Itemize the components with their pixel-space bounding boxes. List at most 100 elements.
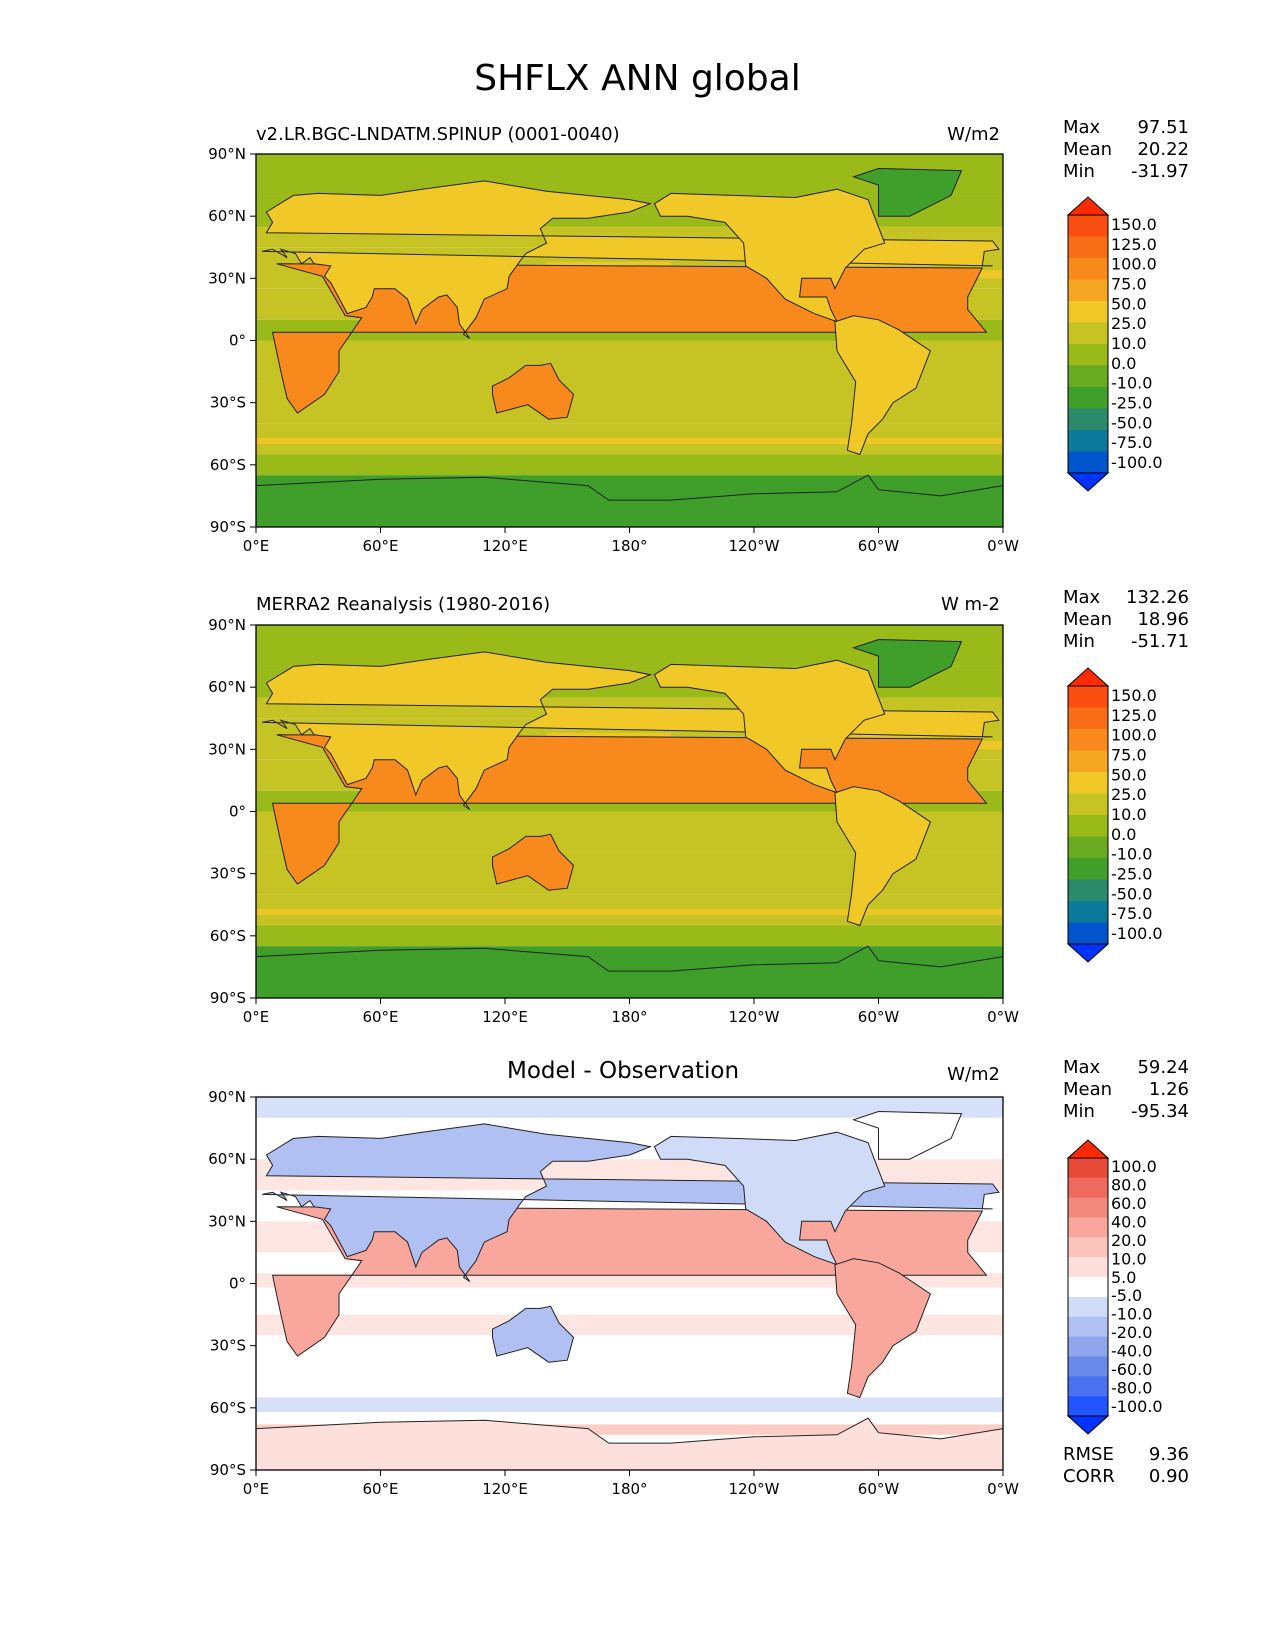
colorbar-label: -100.0 — [1111, 453, 1163, 472]
lat-band — [256, 1273, 1003, 1288]
colorbar-segment — [1068, 1316, 1108, 1338]
colorbar-label: -40.0 — [1111, 1342, 1152, 1361]
corr-value: 0.90 — [1148, 1466, 1189, 1487]
colorbar-segment — [1068, 322, 1108, 345]
colorbar-label: 0.0 — [1111, 354, 1136, 373]
lon-tick-label: 0°W — [987, 537, 1019, 555]
colorbar-label: 50.0 — [1111, 765, 1147, 784]
colorbar-extend-max — [1066, 667, 1110, 687]
lat-tick-label: 60°S — [210, 456, 246, 474]
lat-tick-label: 0° — [229, 803, 246, 821]
colorbar-label: 60.0 — [1111, 1194, 1147, 1213]
colorbar-label: 150.0 — [1111, 215, 1157, 234]
panel3-title: Model - Observation — [507, 1058, 740, 1084]
lat-band — [256, 1397, 1003, 1412]
colorbar-segment — [1068, 1356, 1108, 1377]
colorbar-segment — [1068, 858, 1108, 880]
colorbar-segment — [1068, 387, 1108, 409]
colorbar-label: -5.0 — [1111, 1286, 1142, 1305]
colorbar-1: 150.0125.0100.075.050.025.010.00.0-10.0-… — [1066, 196, 1163, 492]
colorbar-extend-max — [1066, 1139, 1110, 1159]
stat-mean-value: 1.26 — [1148, 1079, 1189, 1100]
colorbar-label: 125.0 — [1111, 235, 1157, 254]
map-panel-1: 0°E 60°E 120°E 180° 120°W 60°W 0°W 90°N 60°N 30°N… — [208, 145, 1019, 555]
lon-tick-label: 0°W — [987, 1008, 1019, 1026]
colorbar-extend-min — [1066, 472, 1110, 492]
greenland-landmass — [852, 638, 963, 688]
lat-tick-label: 30°S — [210, 394, 246, 412]
colorbar-segment — [1068, 258, 1108, 280]
lon-tick-label: 60°E — [362, 1480, 398, 1498]
colorbar-frame — [1067, 685, 1109, 945]
colorbar-segment — [1068, 1237, 1108, 1258]
panel3-metrics: RMSE 9.36 CORR 0.90 — [1063, 1444, 1189, 1488]
lat-tick-label: 30°N — [208, 1212, 246, 1230]
greenland-landmass — [852, 1110, 963, 1160]
lat-tick-label: 30°S — [210, 865, 246, 883]
colorbar-segment — [1068, 793, 1108, 816]
colorbar-segment — [1068, 901, 1108, 923]
lat-band — [256, 925, 1003, 947]
colorbar-label: -75.0 — [1111, 904, 1152, 923]
colorbar-label: 25.0 — [1111, 785, 1147, 804]
colorbar-segment — [1068, 1257, 1108, 1278]
lat-band — [256, 1097, 1003, 1118]
colorbar-segment — [1068, 236, 1108, 259]
lon-tick-label: 120°W — [729, 1008, 780, 1026]
lat-tick-label: 0° — [229, 1275, 246, 1293]
panel3-units: W/m2 — [947, 1064, 1000, 1085]
colorbar-segment — [1068, 836, 1108, 859]
colorbar-label: 50.0 — [1111, 294, 1147, 313]
europe_asia-landmass — [262, 651, 1000, 810]
australia-landmass — [492, 1305, 575, 1363]
lat-tick-label: 60°N — [208, 207, 246, 225]
colorbar-segment — [1068, 1158, 1108, 1179]
colorbar-label: -10.0 — [1111, 1305, 1152, 1324]
lon-tick-label: 120°E — [482, 1480, 528, 1498]
colorbar-segment — [1068, 922, 1108, 945]
colorbar-frame — [1067, 214, 1109, 474]
lat-tick-label: 90°N — [208, 616, 246, 634]
colorbar-segment — [1068, 707, 1108, 730]
panel2-units: W m-2 — [940, 594, 1000, 615]
lon-tick-label: 0°E — [243, 537, 270, 555]
stat-mean-label: Mean — [1063, 1079, 1113, 1100]
colorbar-segment — [1068, 365, 1108, 388]
stat-min-label: Min — [1063, 631, 1095, 652]
lat-band — [256, 1314, 1003, 1336]
lat-tick-label: 30°N — [208, 740, 246, 758]
antarctica-landmass — [256, 945, 1003, 998]
lat-tick-label: 90°N — [208, 145, 246, 163]
colorbar-label: 100.0 — [1111, 726, 1157, 745]
lat-tick-label: 60°N — [208, 678, 246, 696]
lat-tick-label: 90°S — [210, 518, 246, 536]
stat-min-label: Min — [1063, 1101, 1095, 1122]
australia-landmass — [492, 362, 575, 420]
colorbar-label: 100.0 — [1111, 255, 1157, 274]
colorbar-label: 0.0 — [1111, 825, 1136, 844]
stat-min-value: -51.71 — [1130, 631, 1189, 652]
stat-max-value: 97.51 — [1137, 117, 1189, 138]
colorbar-2: 150.0125.0100.075.050.025.010.00.0-10.0-… — [1066, 667, 1163, 963]
colorbar-frame — [1067, 1157, 1109, 1417]
colorbar-segment — [1068, 408, 1108, 431]
lat-band — [256, 1424, 1003, 1435]
lat-tick-label: 0° — [229, 332, 246, 350]
colorbar-label: -60.0 — [1111, 1360, 1152, 1379]
namerica-landmass — [653, 1131, 886, 1268]
colorbar-segment — [1068, 729, 1108, 751]
australia-landmass — [492, 833, 575, 891]
lon-tick-label: 120°W — [729, 537, 780, 555]
lon-tick-label: 180° — [611, 1008, 647, 1026]
lat-tick-label: 90°S — [210, 1461, 246, 1479]
corr-label: CORR — [1063, 1466, 1115, 1487]
panel2-stats: Max 132.26 Mean 18.96 Min -51.71 — [1063, 587, 1189, 653]
colorbar-segment — [1068, 1296, 1108, 1318]
lon-tick-label: 180° — [611, 1480, 647, 1498]
map-field — [256, 625, 1003, 998]
panel3-stats: Max 59.24 Mean 1.26 Min -95.34 — [1063, 1057, 1189, 1123]
colorbar-label: -25.0 — [1111, 394, 1152, 413]
colorbar-label: 100.0 — [1111, 1157, 1157, 1176]
europe_asia-landmass — [262, 1123, 1000, 1282]
